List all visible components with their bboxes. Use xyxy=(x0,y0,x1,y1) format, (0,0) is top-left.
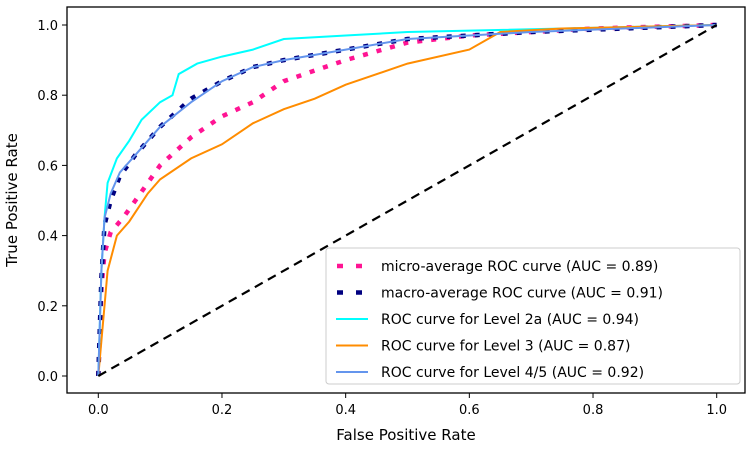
roc-curve-3 xyxy=(97,24,717,377)
y-tick-label: 0.6 xyxy=(37,159,58,174)
y-tick-label: 0.0 xyxy=(37,370,58,385)
roc-curve-4 xyxy=(97,24,717,377)
x-tick-label: 0.8 xyxy=(583,403,604,418)
legend-label: ROC curve for Level 3 (AUC = 0.87) xyxy=(381,339,630,355)
y-tick-label: 0.8 xyxy=(37,89,58,104)
curves xyxy=(96,22,718,377)
y-tick-label: 0.4 xyxy=(37,230,58,245)
legend-label: ROC curve for Level 2a (AUC = 0.94) xyxy=(381,312,639,328)
y-tick-label: 1.0 xyxy=(37,19,58,34)
chance-line xyxy=(97,24,718,377)
legend: micro-average ROC curve (AUC = 0.89) macr… xyxy=(325,247,741,385)
x-tick-label: 1.0 xyxy=(706,403,727,418)
x-tick-label: 0.2 xyxy=(212,403,233,418)
x-axis-label: False Positive Rate xyxy=(336,426,475,444)
x-tick-label: 0.6 xyxy=(459,403,480,418)
legend-box xyxy=(325,247,741,385)
x-tick-label: 0.0 xyxy=(88,403,109,418)
y-axis: 0.0 0.2 0.4 0.6 0.8 1.0 xyxy=(37,19,67,385)
roc-curve-1 xyxy=(96,22,717,377)
x-axis: 0.0 0.2 0.4 0.6 0.8 1.0 xyxy=(88,393,727,418)
roc-curve-2 xyxy=(97,24,717,377)
legend-label: macro-average ROC curve (AUC = 0.91) xyxy=(381,286,663,302)
plot-frame xyxy=(66,6,746,394)
legend-label: micro-average ROC curve (AUC = 0.89) xyxy=(381,259,658,275)
x-tick-label: 0.4 xyxy=(335,403,356,418)
y-tick-label: 0.2 xyxy=(37,300,58,315)
legend-label: ROC curve for Level 4/5 (AUC = 0.92) xyxy=(381,365,644,381)
y-axis-label: True Positive Rate xyxy=(3,133,21,268)
